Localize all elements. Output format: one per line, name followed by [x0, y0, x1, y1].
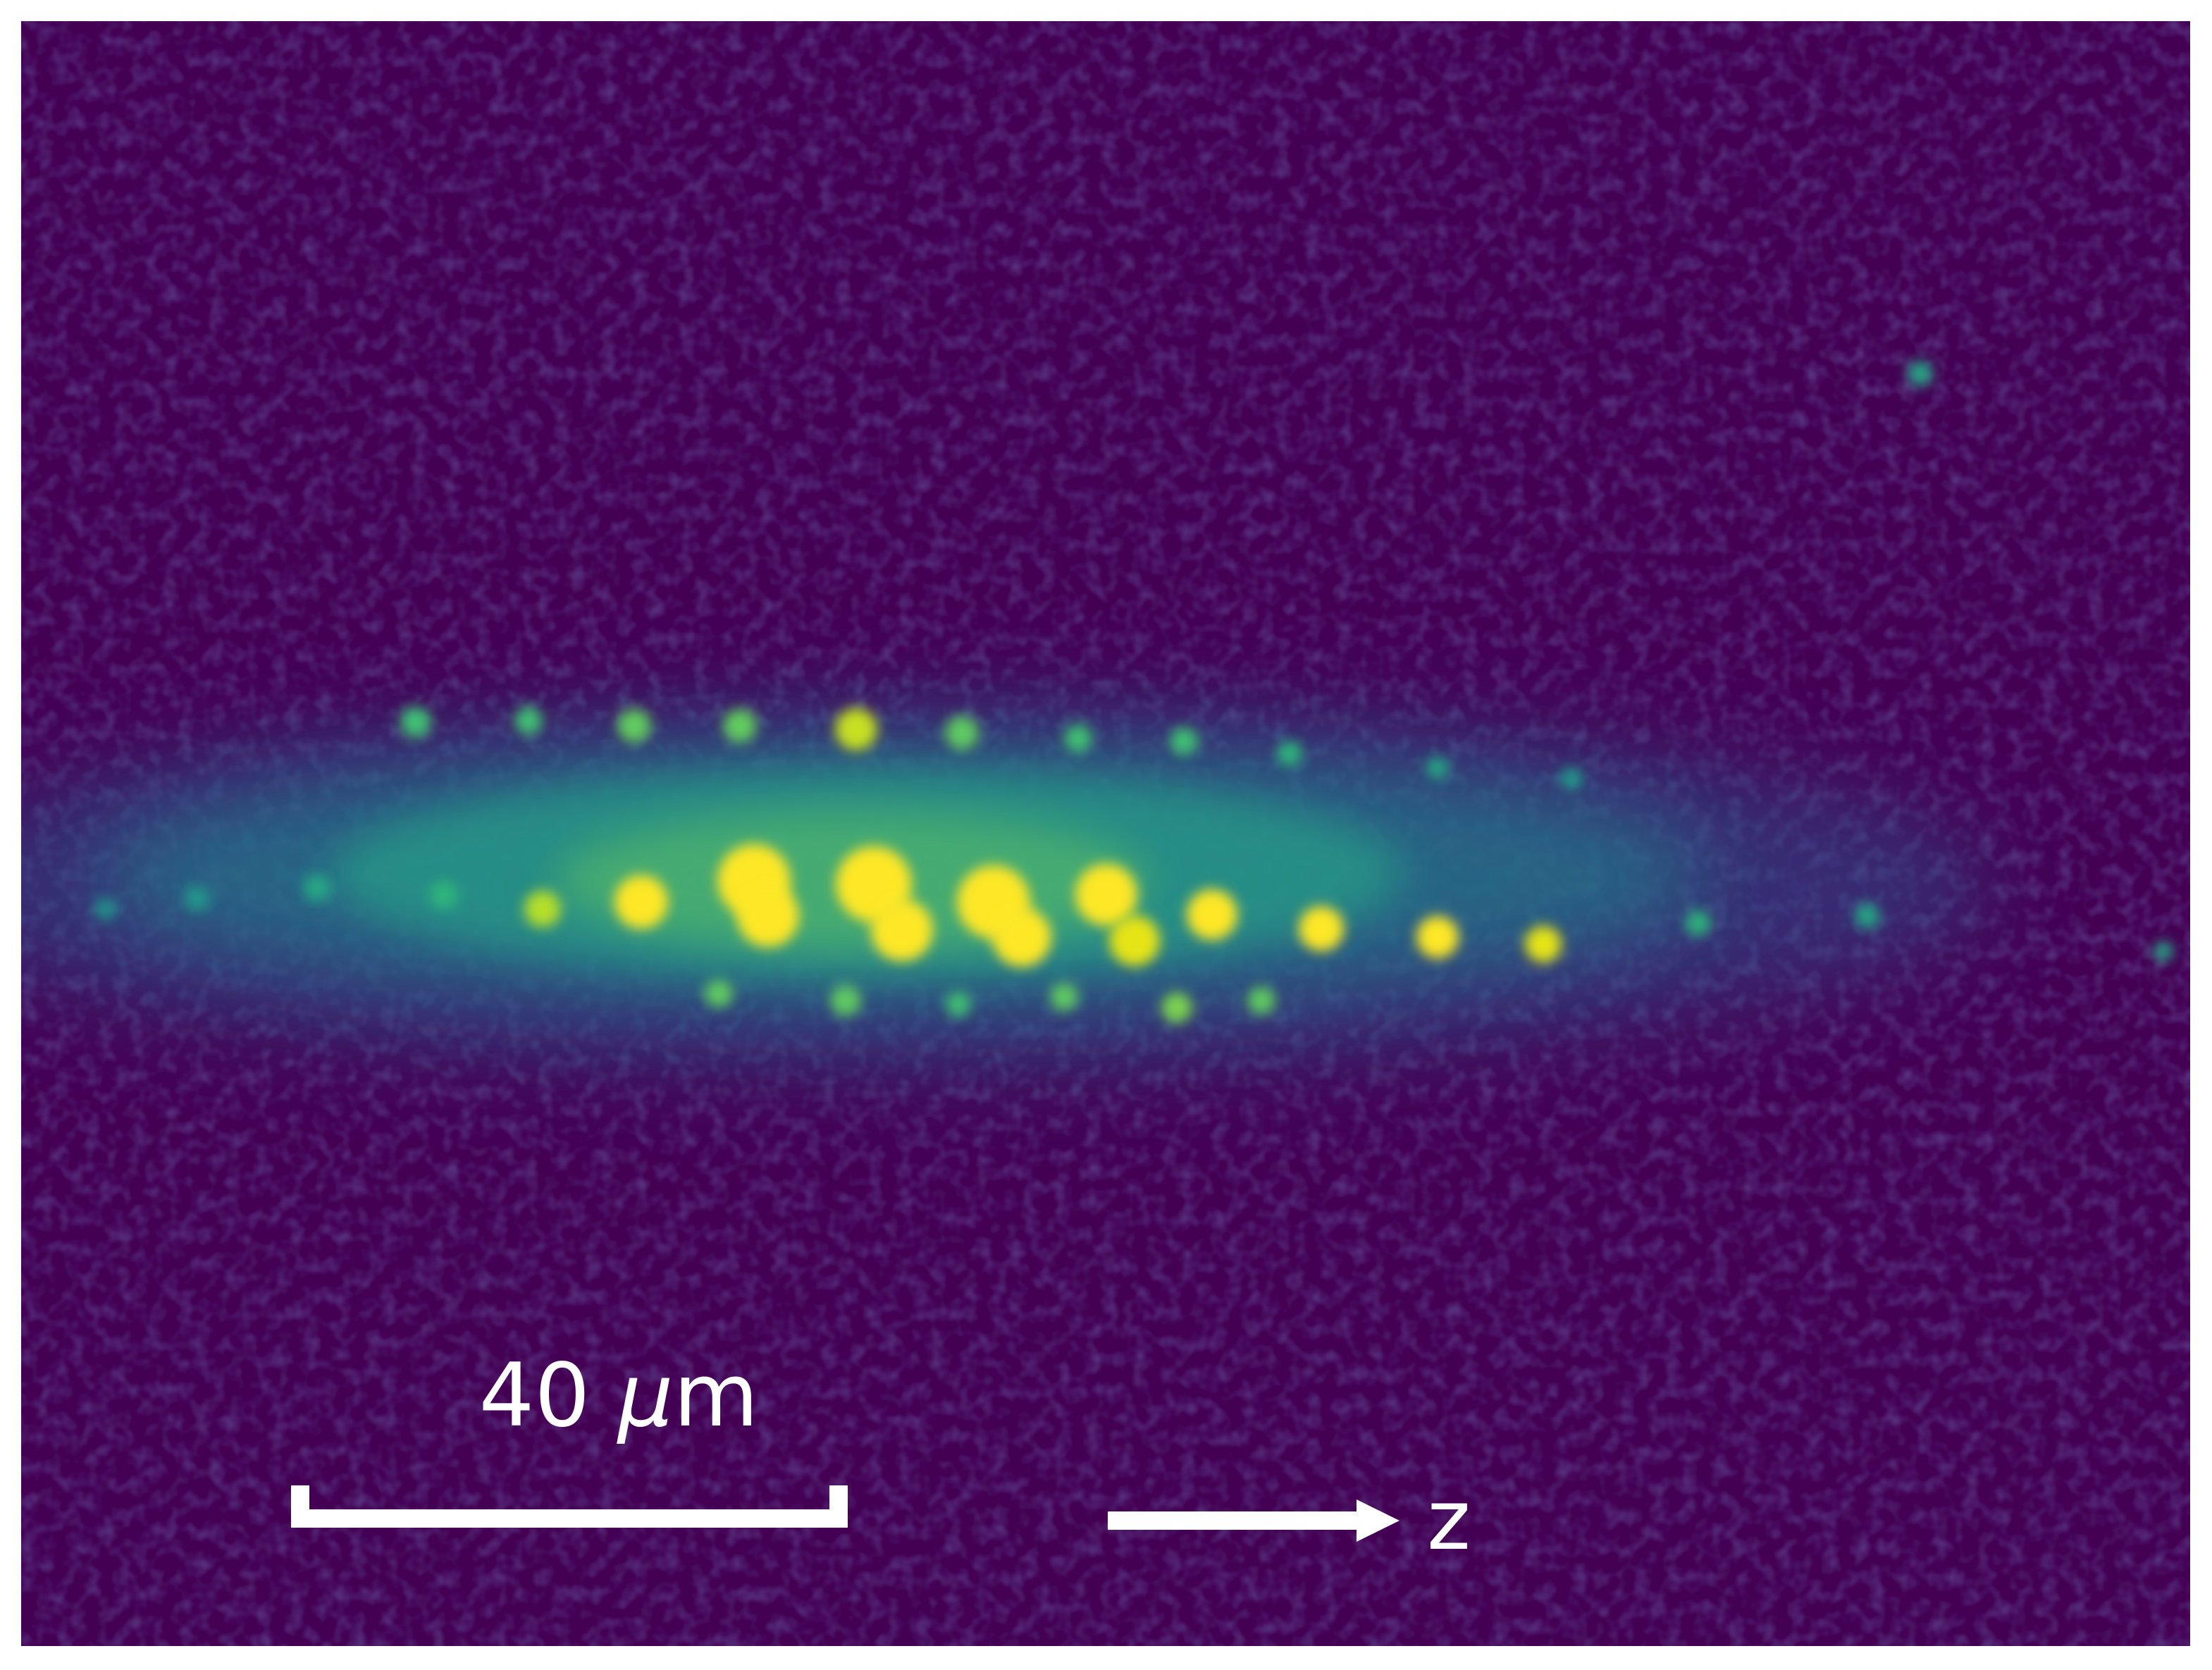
ion-spot — [1277, 741, 1302, 767]
ion-spot — [185, 886, 210, 911]
ion-spot — [723, 709, 757, 743]
ion-spot — [1426, 757, 1449, 779]
ion-spot — [614, 875, 668, 929]
ion-spot — [524, 891, 561, 927]
z-arrow-head — [1357, 1499, 1400, 1542]
ion-spot — [1299, 906, 1344, 951]
fluorescence-image: 40 μm z — [21, 21, 2190, 1646]
ion-spot — [94, 898, 117, 920]
scale-bar-label: 40 μm — [479, 1345, 759, 1447]
z-axis-arrow: z — [1108, 1471, 1471, 1569]
scale-bar-left-cap — [291, 1485, 309, 1528]
ion-spot — [871, 899, 933, 961]
ion-spot — [1416, 916, 1459, 958]
scale-bar-label-value: 40 — [479, 1345, 618, 1447]
ion-spots — [94, 361, 2173, 1023]
ion-spot — [1050, 983, 1078, 1011]
scale-bar-right-cap — [829, 1485, 848, 1528]
ion-spot — [1560, 767, 1583, 790]
scale-bar-label-unit-symbol: μ — [617, 1345, 674, 1447]
ion-spot — [1161, 992, 1192, 1023]
ion-spot — [514, 707, 543, 735]
ion-spot — [945, 716, 979, 750]
ion-spot — [1170, 727, 1198, 755]
ion-spot — [835, 708, 877, 750]
ion-spot — [430, 881, 458, 909]
ion-spot — [737, 885, 799, 947]
ion-spot — [1855, 903, 1880, 929]
scale-bar-label-unit: m — [674, 1345, 759, 1447]
ion-spot — [303, 874, 331, 902]
scale-bar-line — [291, 1509, 848, 1528]
fluorescence-image-canvas: 40 μm z — [21, 21, 2190, 1646]
ion-spot — [830, 985, 861, 1016]
ion-spot — [992, 908, 1051, 967]
ion-spot — [1686, 910, 1711, 936]
scale-bar: 40 μm — [291, 1345, 848, 1528]
z-axis-label: z — [1427, 1471, 1471, 1569]
ion-spot — [2154, 941, 2173, 961]
ion-spot — [1525, 926, 1562, 963]
ion-spot — [617, 709, 651, 743]
ion-spot — [1247, 986, 1275, 1015]
ion-spot — [705, 979, 733, 1008]
ion-spot — [400, 707, 431, 738]
ion-spot — [1187, 889, 1237, 940]
ion-spot — [1109, 915, 1160, 966]
ion-spot — [1064, 724, 1092, 753]
ion-spot — [1908, 361, 1933, 386]
ion-spot — [1075, 864, 1137, 926]
z-arrow-shaft — [1108, 1511, 1361, 1530]
ion-spot — [946, 991, 971, 1017]
